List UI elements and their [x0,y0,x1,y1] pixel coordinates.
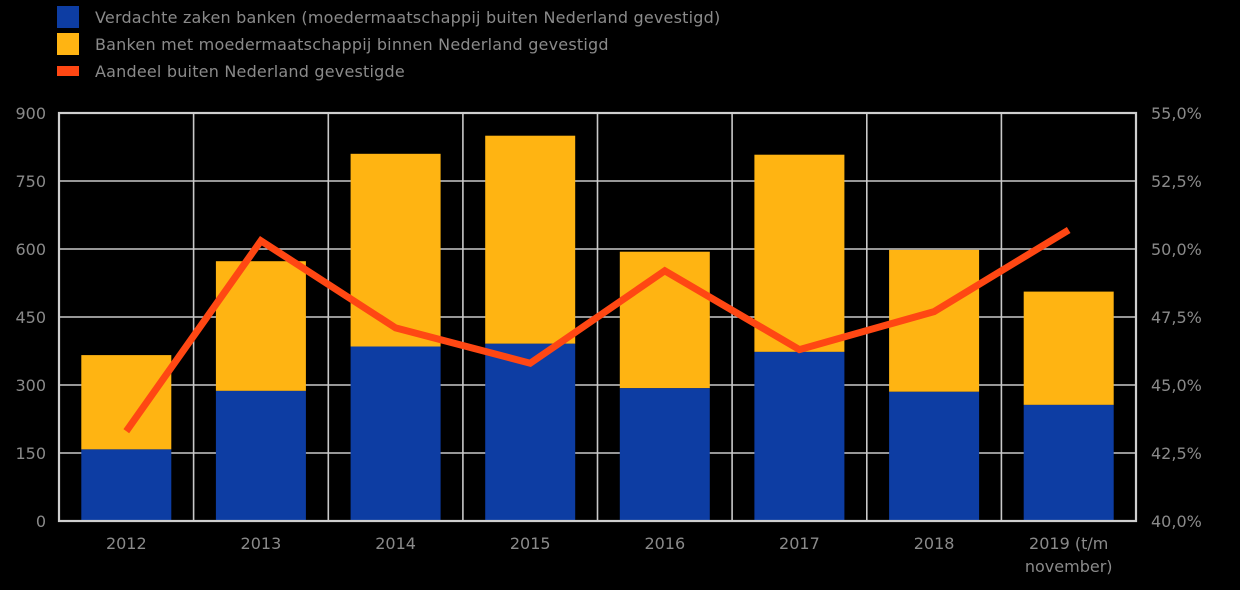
right-axis-tick-label: 52,5% [1151,172,1202,191]
legend-label-blue: Verdachte zaken banken (moedermaatschapp… [95,7,721,27]
left-axis-tick-label: 900 [15,104,46,123]
right-axis-tick-label: 47,5% [1151,308,1202,327]
bar-segment-yellow [350,153,441,347]
left-axis-tick-label: 600 [15,240,46,259]
legend-item-yellow-bars: Banken met moedermaatschappij binnen Ned… [57,33,720,55]
legend-item-orange-line: Aandeel buiten Nederland gevestigde [57,60,720,82]
right-axis-tick-labels: 40,0% 42,5% 45,0% 47,5% 50,0% 52,5% 55,0% [1151,104,1202,531]
legend-swatch-blue-square-icon [57,6,79,28]
x-axis-label: 2018 [914,534,955,553]
bar-segment-blue [1023,404,1114,521]
legend-label-yellow: Banken met moedermaatschappij binnen Ned… [95,34,609,54]
x-axis-label: 2014 [375,534,416,553]
legend-swatch-yellow-square-icon [57,33,79,55]
x-axis-label: 2016 [644,534,685,553]
legend: Verdachte zaken banken (moedermaatschapp… [57,6,720,87]
bar-segment-blue [215,390,306,521]
bar-segment-yellow [81,355,172,450]
x-axis-label: 2015 [510,534,551,553]
legend-item-blue-bars: Verdachte zaken banken (moedermaatschapp… [57,6,720,28]
left-axis-tick-label: 150 [15,444,46,463]
bar-segment-blue [619,388,710,521]
x-axis-label: november) [1025,557,1113,576]
right-axis-tick-label: 55,0% [1151,104,1202,123]
legend-swatch-orange-line-icon [57,66,79,76]
left-axis-tick-label: 750 [15,172,46,191]
x-axis-label: 2012 [106,534,147,553]
x-axis-label: 2019 (t/m [1029,534,1108,553]
x-axis-label: 2013 [241,534,282,553]
right-axis-tick-label: 40,0% [1151,512,1202,531]
right-axis-tick-label: 42,5% [1151,444,1202,463]
legend-label-line: Aandeel buiten Nederland gevestigde [95,61,405,81]
left-axis-tick-labels: 0 150 300 450 600 750 900 [15,104,46,531]
left-axis-tick-label: 0 [36,512,46,531]
bar-segment-blue [889,391,980,521]
bar-segment-blue [81,449,172,521]
bar-segment-blue [485,343,576,521]
right-axis-tick-label: 50,0% [1151,240,1202,259]
bar-segment-blue [754,351,845,521]
bar-segment-yellow [754,154,845,352]
left-axis-tick-label: 300 [15,376,46,395]
x-axis-labels: 2012 2013 2014 2015 2016 2017 2018 2019 (t/m nov… [106,534,1113,576]
line-series [123,227,1071,434]
bar-segment-blue [350,346,441,521]
right-axis-tick-label: 45,0% [1151,376,1202,395]
vertical-gridlines [192,113,1003,521]
left-axis-tick-label: 450 [15,308,46,327]
bar-segment-yellow [485,135,576,344]
bar-segment-yellow [1023,291,1114,405]
plot-border [57,111,1138,523]
x-axis-label: 2017 [779,534,820,553]
